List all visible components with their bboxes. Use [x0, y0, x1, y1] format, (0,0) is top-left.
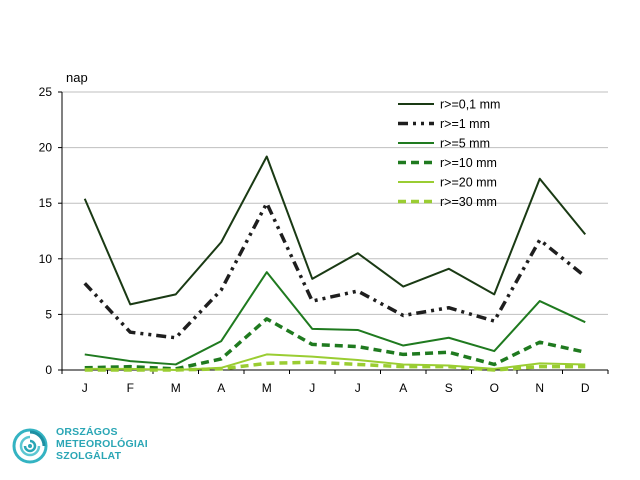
- axes: [61, 92, 608, 371]
- legend-label: r>=10 mm: [440, 156, 497, 170]
- logo-line-1: ORSZÁGOS: [56, 426, 118, 438]
- series-line-2: [83, 201, 587, 340]
- legend-label: r>=1 mm: [440, 117, 490, 131]
- x-tick-label: O: [490, 381, 499, 395]
- x-tick-label: A: [399, 381, 407, 395]
- legend-label: r>=20 mm: [440, 176, 497, 190]
- y-tick-label: 5: [45, 307, 52, 321]
- x-tick-label: S: [445, 381, 453, 395]
- series-line-3: [84, 271, 586, 366]
- y-tick-label: 25: [39, 85, 53, 99]
- x-tick-label: J: [82, 381, 88, 395]
- logo-swirl-icon: [12, 428, 48, 464]
- gridlines: [62, 91, 608, 315]
- x-tick-label: J: [355, 381, 361, 395]
- legend: r>=0,1 mm r>=1 mm r>=5 mm r>=10 mm r>=20 mm r…: [398, 98, 500, 209]
- legend-label: r>=0,1 mm: [440, 98, 500, 112]
- y-tick-label: 10: [39, 252, 53, 266]
- y-axis-label: nap: [66, 70, 88, 85]
- y-tick-label: 15: [39, 196, 53, 210]
- x-tick-label: F: [127, 381, 134, 395]
- x-tick-label: M: [262, 381, 272, 395]
- x-tick-label: A: [217, 381, 225, 395]
- x-tick-label: N: [535, 381, 544, 395]
- x-tick-label: J: [309, 381, 315, 395]
- omsz-logo: ORSZÁGOS METEOROLÓGIAI SZOLGÁLAT: [10, 422, 170, 474]
- legend-label: r>=5 mm: [440, 137, 490, 151]
- series-line-4: [84, 317, 586, 371]
- series-line-1: [83, 155, 587, 306]
- logo-line-2: METEOROLÓGIAI: [56, 438, 148, 450]
- y-tick-label: 0: [45, 363, 52, 377]
- logo-text: ORSZÁGOS METEOROLÓGIAI SZOLGÁLAT: [56, 426, 148, 462]
- y-axis-ticks: 0 5 10 15 20 25: [39, 85, 62, 377]
- x-tick-label: M: [171, 381, 181, 395]
- x-tick-label: D: [581, 381, 590, 395]
- series-line-6: [84, 360, 586, 372]
- legend-label: r>=30 mm: [440, 195, 497, 209]
- series-lines: [83, 155, 587, 372]
- y-tick-label: 20: [39, 141, 53, 155]
- logo-line-3: SZOLGÁLAT: [56, 450, 122, 462]
